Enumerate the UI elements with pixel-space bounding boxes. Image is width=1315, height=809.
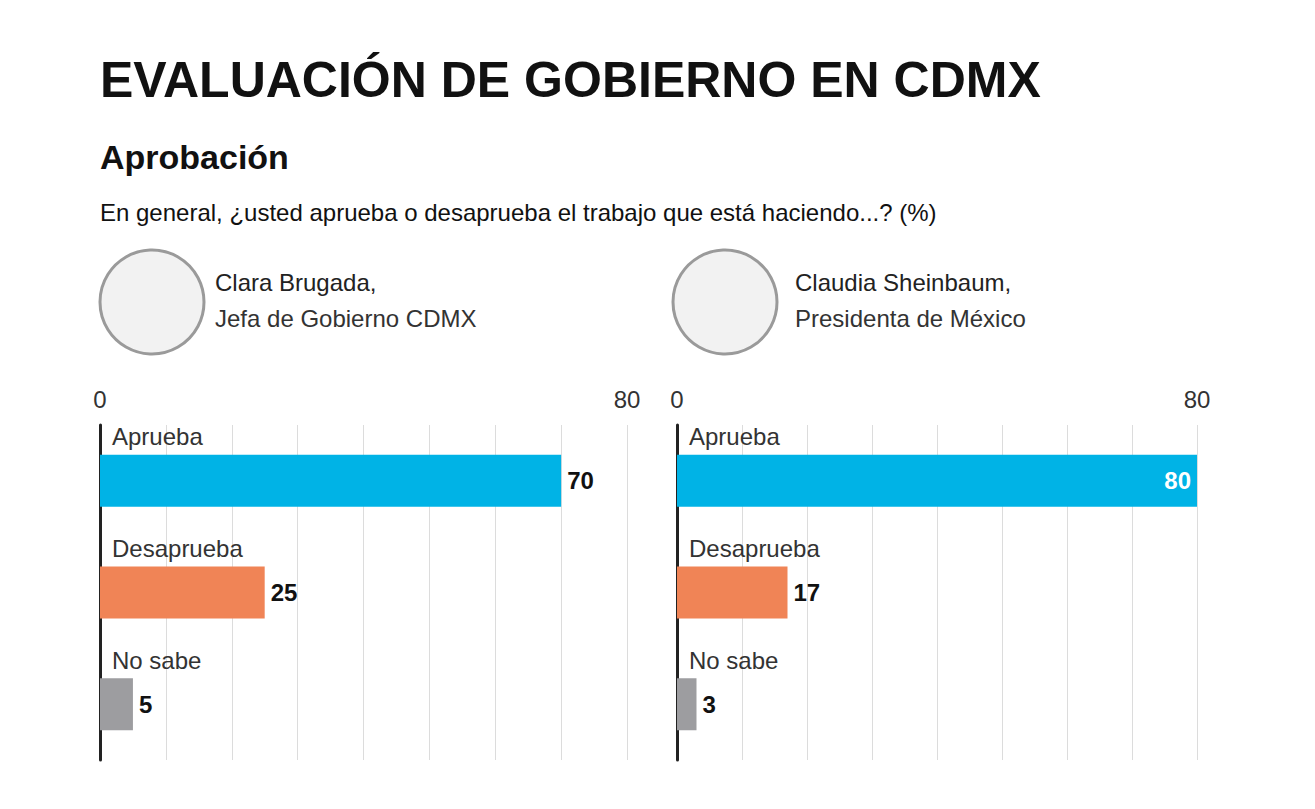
svg-text:Desaprueba: Desaprueba: [689, 535, 820, 562]
svg-text:0: 0: [670, 386, 683, 413]
svg-text:0: 0: [93, 386, 106, 413]
svg-text:No sabe: No sabe: [112, 647, 201, 674]
svg-text:Claudia Sheinbaum,: Claudia Sheinbaum,: [795, 269, 1011, 296]
svg-text:EVALUACIÓN DE GOBIERNO EN CDMX: EVALUACIÓN DE GOBIERNO EN CDMX: [100, 52, 1041, 108]
svg-text:80: 80: [1184, 386, 1211, 413]
svg-text:Desaprueba: Desaprueba: [112, 535, 243, 562]
svg-text:70: 70: [567, 467, 594, 494]
svg-text:Aprueba: Aprueba: [689, 423, 780, 450]
svg-text:5: 5: [139, 691, 152, 718]
svg-text:Presidenta de México: Presidenta de México: [795, 305, 1026, 332]
svg-text:3: 3: [703, 691, 716, 718]
svg-text:En general, ¿usted aprueba o d: En general, ¿usted aprueba o desaprueba …: [100, 199, 937, 226]
svg-text:25: 25: [271, 579, 298, 606]
svg-text:80: 80: [614, 386, 641, 413]
svg-text:17: 17: [794, 579, 821, 606]
svg-text:Aprobación: Aprobación: [100, 138, 289, 176]
svg-text:Jefa de Gobierno CDMX: Jefa de Gobierno CDMX: [215, 305, 476, 332]
svg-text:Aprueba: Aprueba: [112, 423, 203, 450]
svg-text:Clara Brugada,: Clara Brugada,: [215, 269, 376, 296]
svg-text:No sabe: No sabe: [689, 647, 778, 674]
svg-text:80: 80: [1164, 467, 1191, 494]
